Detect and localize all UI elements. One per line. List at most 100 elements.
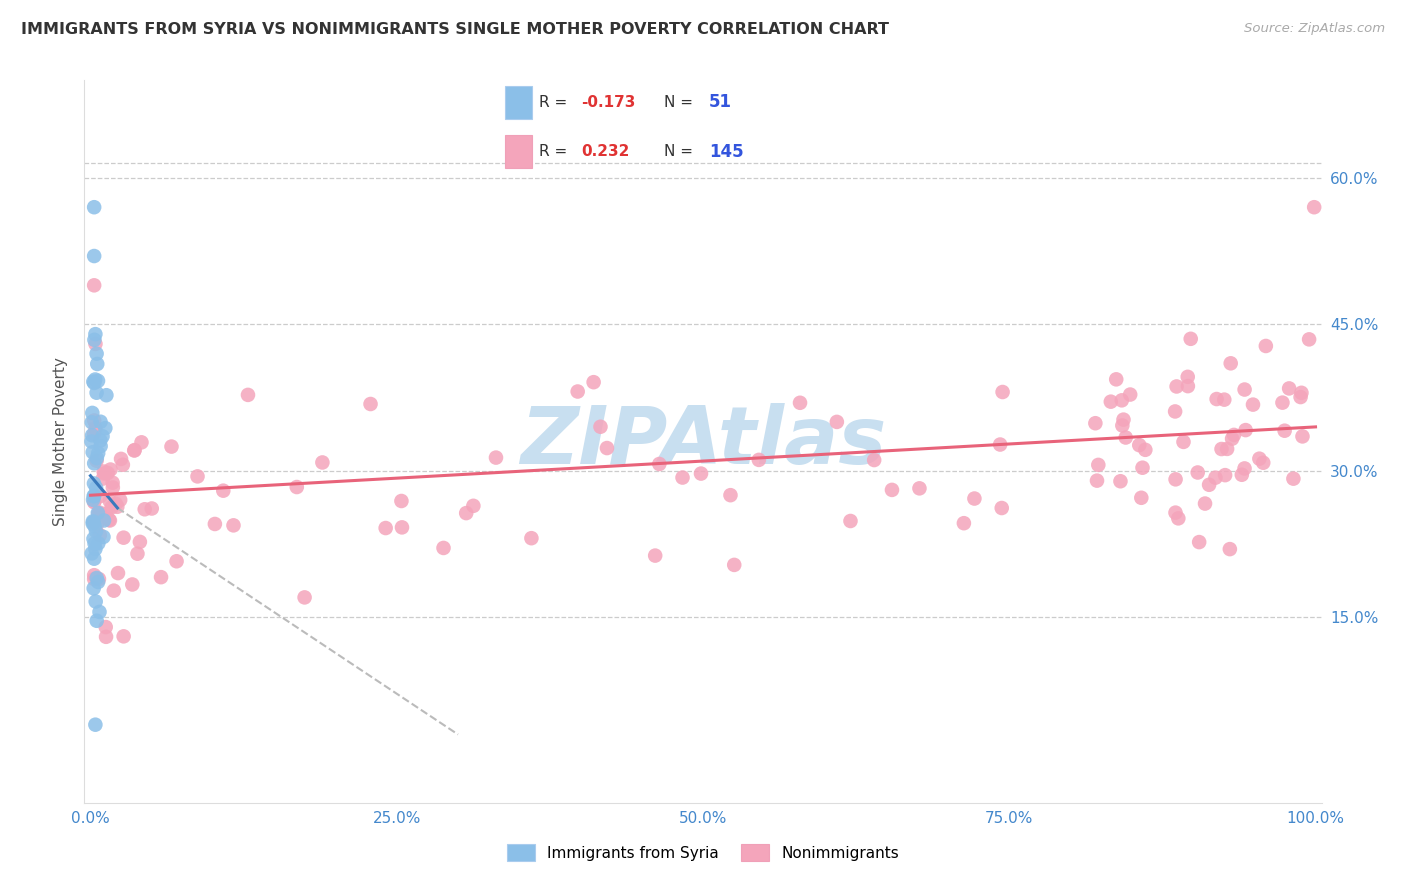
Point <box>1180 332 1202 346</box>
Point <box>134 502 156 516</box>
Point <box>86 385 108 400</box>
Point <box>690 467 713 481</box>
Point <box>1303 200 1326 214</box>
Point <box>82 375 104 389</box>
Point <box>1187 466 1209 480</box>
Y-axis label: Single Mother Poverty: Single Mother Poverty <box>53 357 69 526</box>
Text: 0.232: 0.232 <box>582 145 630 160</box>
Point <box>432 541 454 555</box>
Point <box>720 488 742 502</box>
Text: 51: 51 <box>709 94 733 112</box>
Point <box>124 443 146 458</box>
Point <box>1105 372 1128 386</box>
Point <box>131 435 153 450</box>
Point <box>87 574 110 589</box>
Point <box>83 489 105 503</box>
Point <box>89 605 111 619</box>
Point <box>1164 506 1187 520</box>
Point <box>1111 418 1133 433</box>
Point <box>84 541 107 556</box>
Point <box>1274 424 1296 438</box>
Point <box>1234 423 1257 437</box>
Point <box>141 501 163 516</box>
Point <box>82 445 104 459</box>
Point <box>84 594 107 608</box>
Point <box>127 547 149 561</box>
Point <box>94 630 117 644</box>
Point <box>1087 458 1109 472</box>
Point <box>463 499 485 513</box>
Point <box>105 500 128 514</box>
Point <box>160 440 183 454</box>
Point <box>86 453 108 467</box>
Point <box>93 530 115 544</box>
Point <box>86 357 108 371</box>
Point <box>1177 379 1199 393</box>
Point <box>1241 398 1264 412</box>
Point <box>93 467 115 481</box>
Point <box>97 466 120 480</box>
Point <box>520 531 543 545</box>
Point <box>83 568 105 582</box>
Point <box>723 558 745 572</box>
Point <box>89 528 111 542</box>
Point <box>374 521 396 535</box>
Point <box>83 519 105 533</box>
Point <box>485 450 508 465</box>
Point <box>101 480 124 494</box>
Point <box>122 443 145 458</box>
Point <box>582 375 605 389</box>
Point <box>84 421 107 435</box>
FancyBboxPatch shape <box>505 87 531 119</box>
Point <box>86 451 108 466</box>
Point <box>1278 381 1301 395</box>
Point <box>94 421 117 435</box>
Point <box>107 566 129 580</box>
Point <box>87 374 110 388</box>
Point <box>1167 511 1189 525</box>
Point <box>648 457 671 471</box>
Point <box>89 434 111 448</box>
Point <box>89 415 111 429</box>
Point <box>567 384 589 399</box>
Point <box>589 419 612 434</box>
Point <box>108 492 131 507</box>
Point <box>963 491 986 506</box>
Point <box>311 455 333 469</box>
Point <box>1282 472 1305 486</box>
Point <box>1205 392 1227 406</box>
Point <box>111 458 134 472</box>
Point <box>83 582 105 596</box>
Point <box>222 518 245 533</box>
FancyBboxPatch shape <box>505 136 531 168</box>
Point <box>91 472 114 486</box>
Point <box>80 415 103 429</box>
Point <box>1173 434 1195 449</box>
Point <box>1219 542 1241 557</box>
Point <box>121 577 143 591</box>
Point <box>1128 438 1150 452</box>
Point <box>86 517 108 532</box>
Point <box>82 532 104 546</box>
Point <box>1291 429 1313 443</box>
Point <box>1164 472 1187 486</box>
Point <box>1188 535 1211 549</box>
Text: ZIPAtlas: ZIPAtlas <box>520 402 886 481</box>
Point <box>104 497 127 511</box>
Point <box>1130 491 1153 505</box>
Point <box>128 534 150 549</box>
Point <box>1233 461 1256 475</box>
Point <box>82 428 104 442</box>
Point <box>83 426 105 441</box>
Point <box>98 513 121 527</box>
Point <box>990 501 1012 516</box>
Point <box>1249 451 1271 466</box>
Point <box>83 536 105 550</box>
Point <box>991 384 1014 399</box>
Point <box>212 483 235 498</box>
Point <box>93 465 115 479</box>
Text: N =: N = <box>664 95 697 110</box>
Point <box>84 481 107 495</box>
Point <box>1298 332 1320 346</box>
Point <box>101 475 124 490</box>
